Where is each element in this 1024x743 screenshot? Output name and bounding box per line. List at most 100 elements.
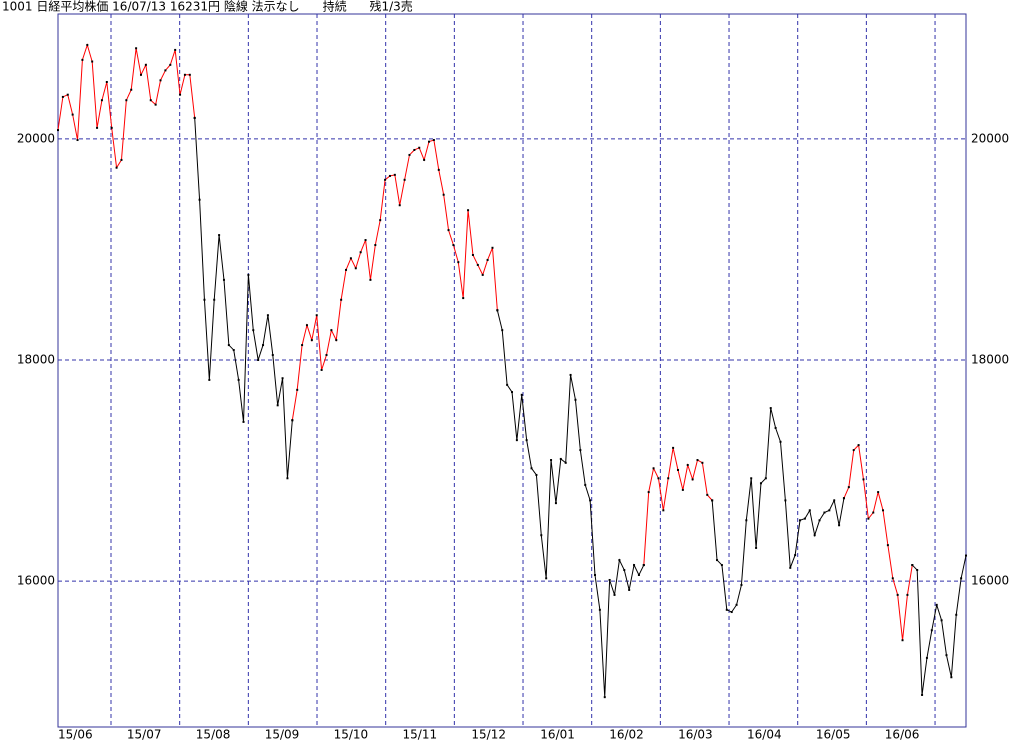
price-dot	[882, 509, 885, 512]
price-dot	[76, 139, 79, 142]
price-dot	[66, 93, 69, 96]
price-dot	[769, 407, 772, 410]
price-dot	[921, 693, 924, 696]
price-dot	[960, 577, 963, 580]
price-dot	[901, 639, 904, 642]
price-dot	[593, 574, 596, 577]
price-dot	[271, 354, 274, 357]
price-dot	[310, 339, 313, 342]
price-dot	[808, 509, 811, 512]
price-dot	[476, 263, 479, 266]
price-dot	[471, 253, 474, 256]
price-dot	[388, 174, 391, 177]
price-dot	[296, 388, 299, 391]
price-dot	[301, 344, 304, 347]
price-dot	[925, 656, 928, 659]
price-dot	[774, 426, 777, 429]
price-dot	[428, 140, 431, 143]
price-dot	[589, 499, 592, 502]
price-dot	[794, 554, 797, 557]
price-dot	[467, 209, 470, 212]
price-dot	[716, 559, 719, 562]
price-dot	[735, 603, 738, 606]
price-dot	[442, 193, 445, 196]
y-tick-label-left: 16000	[17, 574, 55, 588]
price-dot	[628, 588, 631, 591]
y-tick-label-right: 20000	[971, 131, 1009, 145]
x-tick-label: 16/03	[678, 728, 713, 742]
price-dot	[369, 278, 372, 281]
price-dot	[642, 564, 645, 567]
price-dot	[110, 126, 113, 129]
price-dot	[305, 324, 308, 327]
price-dot	[569, 373, 572, 376]
price-dot	[838, 524, 841, 527]
price-dot	[120, 158, 123, 161]
price-dot	[623, 569, 626, 572]
price-dot	[657, 477, 660, 480]
price-dot	[222, 278, 225, 281]
price-dot	[535, 473, 538, 476]
price-dot	[813, 534, 816, 537]
price-dot	[584, 483, 587, 486]
price-dot	[481, 273, 484, 276]
price-dot	[286, 477, 289, 480]
x-tick-label: 15/12	[471, 728, 506, 742]
price-dot	[330, 329, 333, 332]
price-dot	[276, 404, 279, 407]
price-dot	[266, 314, 269, 317]
x-tick-label: 15/10	[334, 728, 369, 742]
price-dot	[452, 244, 455, 247]
price-dot	[183, 73, 186, 76]
price-dot	[374, 244, 377, 247]
price-dot	[579, 449, 582, 452]
x-tick-label: 15/06	[58, 728, 93, 742]
price-dot	[413, 148, 416, 151]
price-dot	[139, 73, 142, 76]
price-dot	[764, 477, 767, 480]
price-dot	[564, 461, 567, 464]
price-dot	[408, 153, 411, 156]
price-dot	[530, 467, 533, 470]
price-dot	[886, 544, 889, 547]
price-dot	[86, 43, 89, 46]
price-dot	[515, 439, 518, 442]
price-dot	[711, 499, 714, 502]
price-dot	[818, 519, 821, 522]
price-dot	[647, 491, 650, 494]
price-dot	[755, 546, 758, 549]
price-dot	[193, 116, 196, 119]
price-dot	[340, 298, 343, 301]
price-dot	[686, 464, 689, 467]
price-dot	[930, 629, 933, 632]
price-dot	[105, 80, 108, 83]
price-dot	[262, 344, 265, 347]
price-dot	[457, 261, 460, 264]
price-dot	[633, 564, 636, 567]
price-dot	[149, 99, 152, 102]
price-dot	[384, 178, 387, 181]
price-dot	[681, 488, 684, 491]
price-dot	[71, 113, 74, 116]
price-dot	[574, 398, 577, 401]
price-dot	[950, 676, 953, 679]
price-dot	[603, 696, 606, 699]
price-dot	[740, 583, 743, 586]
price-dot	[359, 251, 362, 254]
price-dot	[945, 654, 948, 657]
price-dot	[403, 178, 406, 181]
y-tick-label-left: 18000	[17, 352, 55, 366]
price-dot	[227, 344, 230, 347]
price-dot	[701, 461, 704, 464]
x-tick-label: 16/05	[816, 728, 851, 742]
price-dot	[506, 383, 509, 386]
price-dot	[857, 444, 860, 447]
price-dot	[125, 99, 128, 102]
price-dot	[61, 95, 64, 98]
price-dot	[965, 554, 967, 557]
x-tick-label: 15/09	[265, 728, 300, 742]
price-dot	[486, 258, 489, 261]
price-dot	[940, 619, 943, 622]
price-dot	[667, 477, 670, 480]
